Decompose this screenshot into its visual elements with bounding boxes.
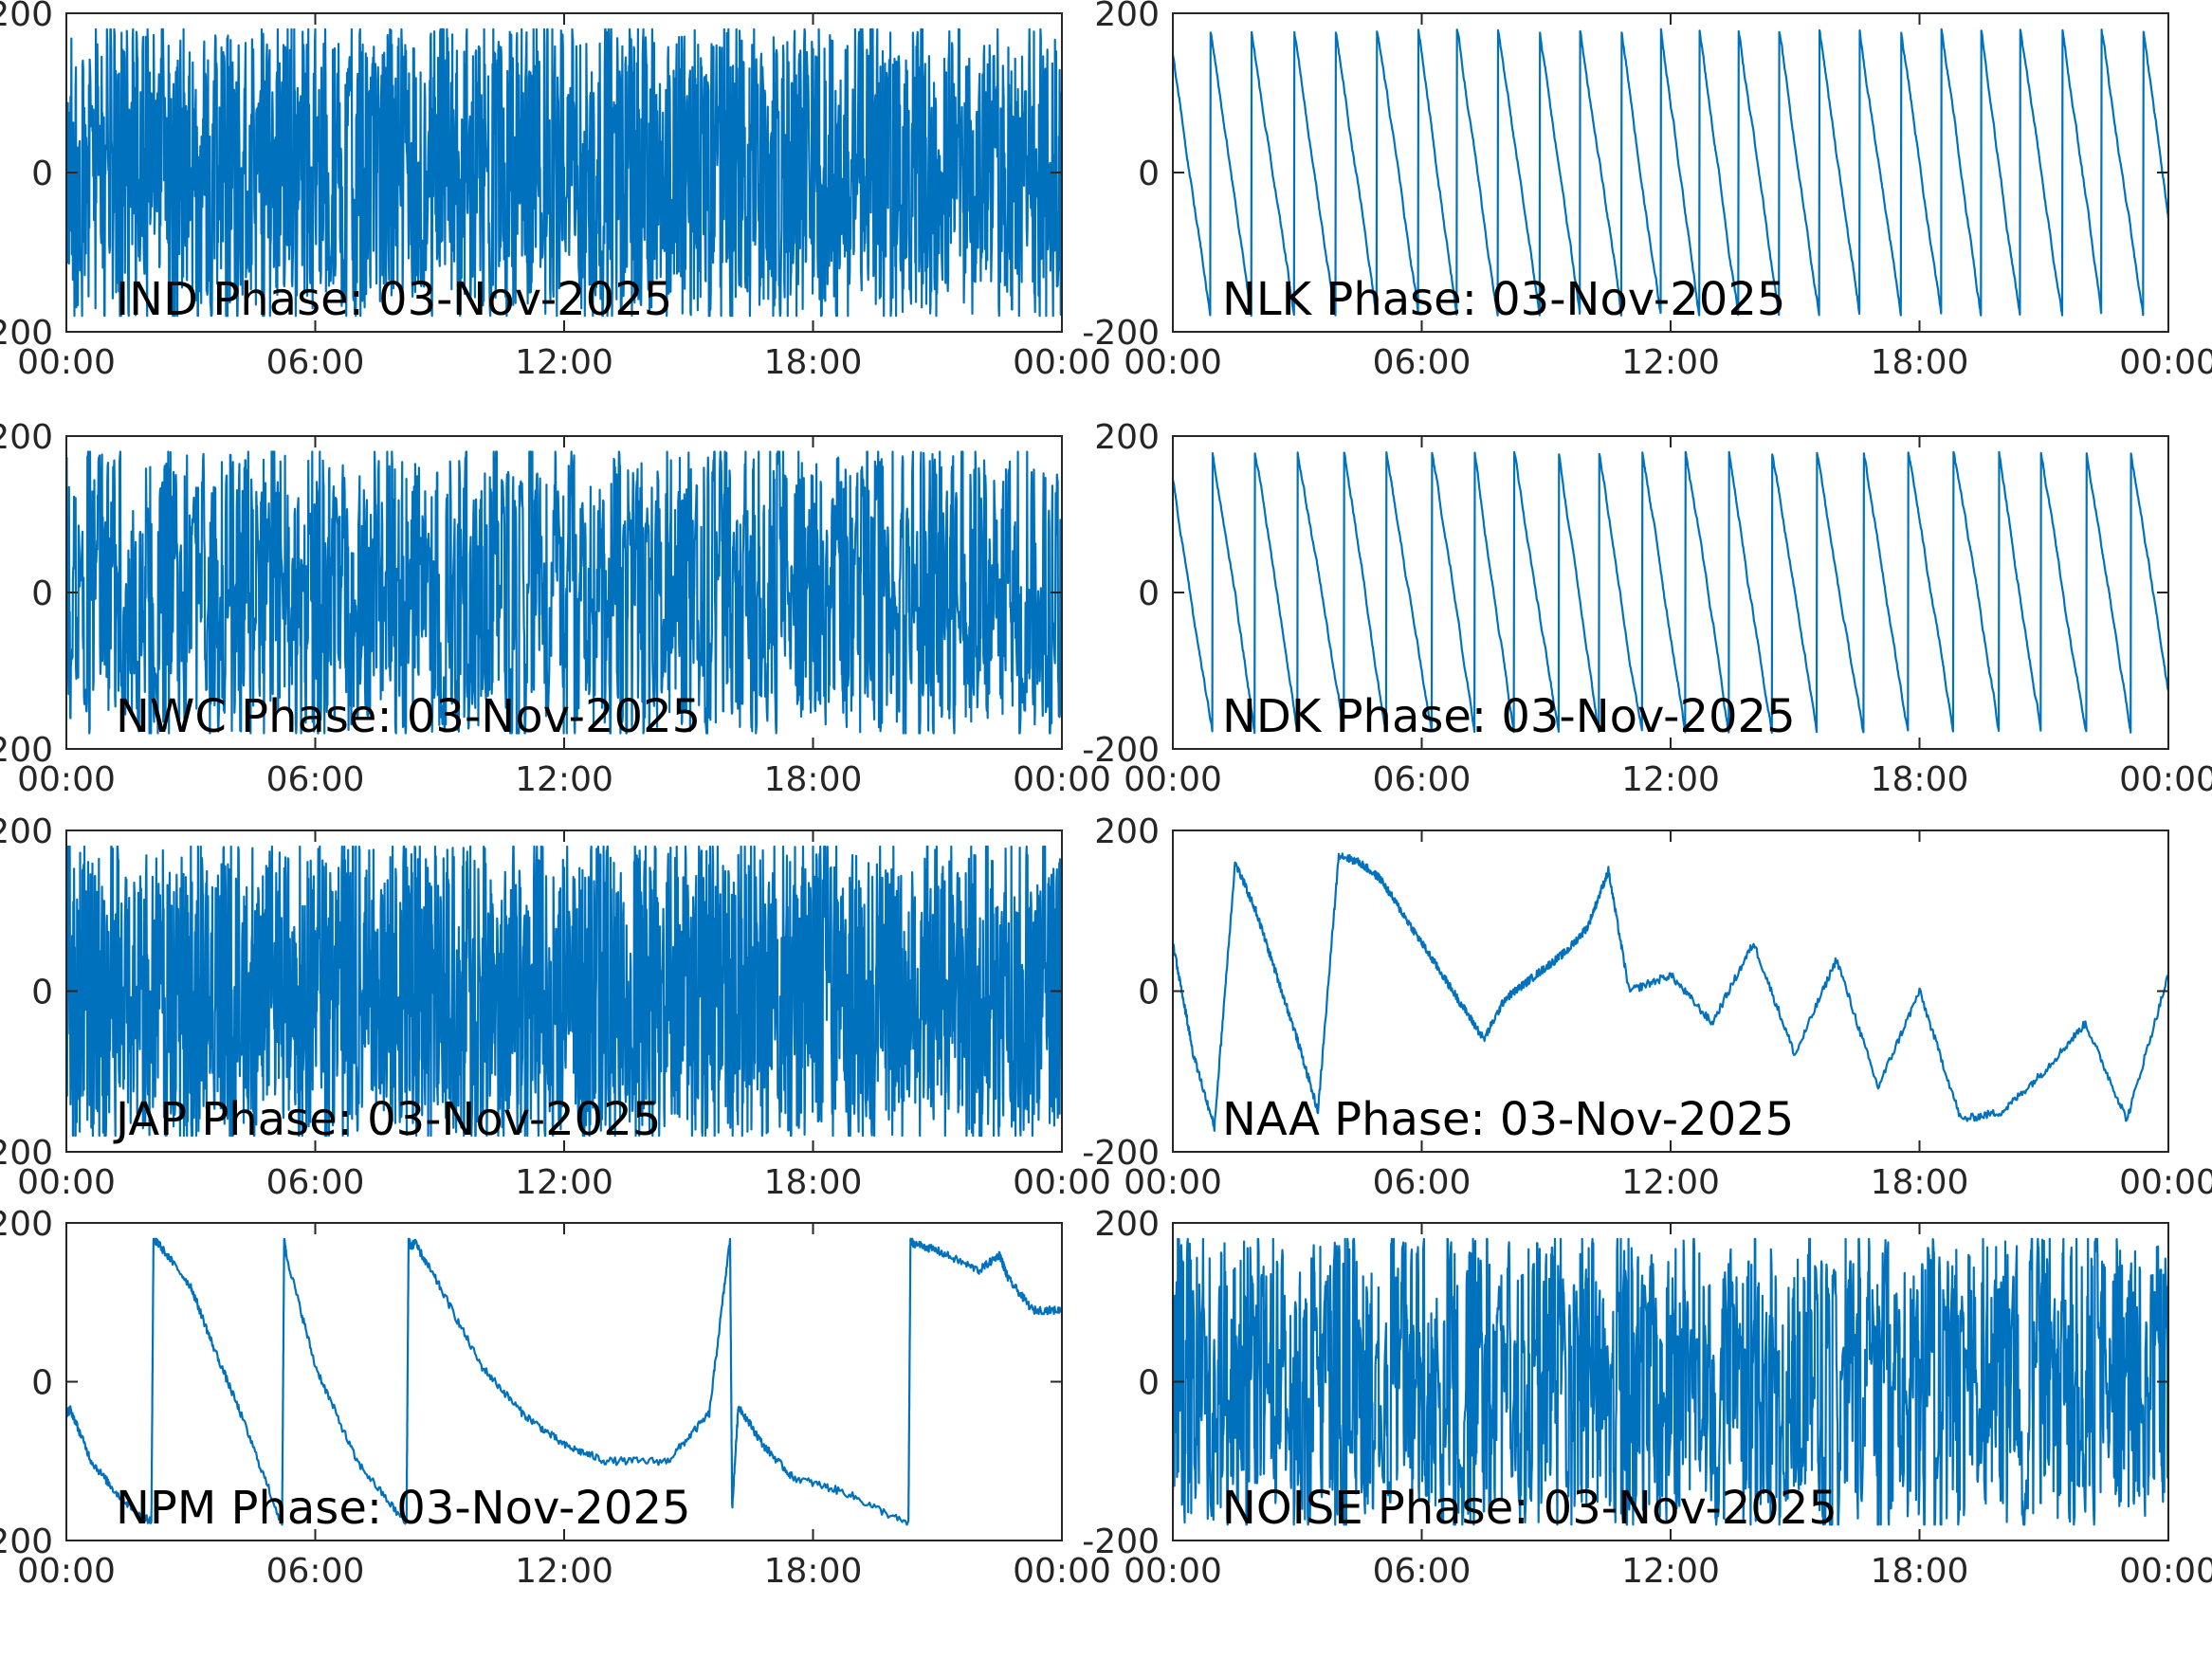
y-tick-label: 0 bbox=[31, 1364, 53, 1403]
x-tick-label: 00:00 bbox=[2119, 343, 2212, 382]
y-tick-label: 0 bbox=[31, 974, 53, 1012]
panel-title: JAP Phase: 03-Nov-2025 bbox=[113, 1093, 661, 1146]
x-tick-label: 12:00 bbox=[515, 760, 613, 799]
x-tick-label: 00:00 bbox=[17, 1163, 116, 1202]
y-tick-label: -200 bbox=[1082, 1522, 1160, 1561]
x-tick-label: 06:00 bbox=[266, 760, 365, 799]
y-tick-label: 200 bbox=[1094, 418, 1160, 457]
x-tick-label: 12:00 bbox=[1621, 343, 1720, 382]
x-tick-label: 12:00 bbox=[1621, 1163, 1720, 1202]
series-line-0 bbox=[66, 27, 1062, 318]
y-tick-label: 0 bbox=[1138, 574, 1160, 613]
x-tick-label: 18:00 bbox=[1871, 1163, 1969, 1202]
y-tick-label: 0 bbox=[31, 574, 53, 613]
x-tick-label: 00:00 bbox=[1013, 760, 1111, 799]
x-tick-label: 00:00 bbox=[2119, 760, 2212, 799]
series-line-3 bbox=[1173, 450, 2168, 735]
x-tick-label: 18:00 bbox=[1871, 343, 1969, 382]
y-tick-label: 0 bbox=[1138, 155, 1160, 193]
x-tick-label: 00:00 bbox=[17, 760, 116, 799]
y-tick-label: 0 bbox=[31, 155, 53, 193]
x-tick-label: 12:00 bbox=[515, 343, 613, 382]
x-tick-label: 06:00 bbox=[1373, 760, 1472, 799]
panel-title: IND Phase: 03-Nov-2025 bbox=[116, 273, 672, 326]
series-line-2 bbox=[66, 450, 1062, 735]
panel-title: NPM Phase: 03-Nov-2025 bbox=[116, 1482, 691, 1535]
x-tick-label: 00:00 bbox=[1013, 1163, 1111, 1202]
x-tick-label: 18:00 bbox=[764, 1552, 863, 1591]
x-tick-label: 18:00 bbox=[764, 1163, 863, 1202]
x-tick-label: 00:00 bbox=[1124, 1552, 1222, 1591]
series-line-6 bbox=[66, 1237, 1062, 1526]
panel-title: NOISE Phase: 03-Nov-2025 bbox=[1222, 1482, 1837, 1535]
x-tick-label: 06:00 bbox=[266, 1163, 365, 1202]
y-tick-label: -200 bbox=[1082, 731, 1160, 770]
y-tick-label: 200 bbox=[1094, 1205, 1160, 1244]
y-tick-label: 200 bbox=[0, 0, 53, 34]
x-tick-label: 00:00 bbox=[1124, 760, 1222, 799]
panel-title: NWC Phase: 03-Nov-2025 bbox=[116, 690, 701, 743]
panel-title: NAA Phase: 03-Nov-2025 bbox=[1222, 1093, 1794, 1146]
x-tick-label: 00:00 bbox=[2119, 1163, 2212, 1202]
x-tick-label: 00:00 bbox=[1124, 343, 1222, 382]
x-tick-label: 00:00 bbox=[2119, 1552, 2212, 1591]
y-tick-label: -200 bbox=[0, 1134, 53, 1173]
y-tick-label: 200 bbox=[0, 812, 53, 851]
y-tick-label: -200 bbox=[1082, 314, 1160, 353]
x-tick-label: 00:00 bbox=[17, 1552, 116, 1591]
x-tick-label: 06:00 bbox=[1373, 1163, 1472, 1202]
x-tick-label: 06:00 bbox=[266, 343, 365, 382]
y-tick-label: -200 bbox=[0, 1522, 53, 1561]
x-tick-label: 18:00 bbox=[1871, 1552, 1969, 1591]
x-tick-label: 12:00 bbox=[515, 1163, 613, 1202]
x-tick-label: 06:00 bbox=[1373, 1552, 1472, 1591]
y-tick-label: 200 bbox=[0, 1205, 53, 1244]
series-line-5 bbox=[1173, 852, 2168, 1132]
series-line-7 bbox=[1173, 1237, 2168, 1526]
x-tick-label: 18:00 bbox=[764, 343, 863, 382]
y-tick-label: 0 bbox=[1138, 974, 1160, 1012]
x-tick-label: 12:00 bbox=[1621, 760, 1720, 799]
x-tick-label: 12:00 bbox=[1621, 1552, 1720, 1591]
y-tick-label: -200 bbox=[0, 731, 53, 770]
y-tick-label: 0 bbox=[1138, 1364, 1160, 1403]
panel-title: NDK Phase: 03-Nov-2025 bbox=[1222, 690, 1796, 743]
x-tick-label: 18:00 bbox=[1871, 760, 1969, 799]
x-tick-label: 12:00 bbox=[515, 1552, 613, 1591]
series-line-1 bbox=[1173, 27, 2168, 318]
x-tick-label: 00:00 bbox=[1124, 1163, 1222, 1202]
series-line-4 bbox=[66, 845, 1062, 1138]
y-tick-label: 200 bbox=[1094, 0, 1160, 34]
x-tick-label: 18:00 bbox=[764, 760, 863, 799]
x-tick-label: 00:00 bbox=[1013, 1552, 1111, 1591]
y-tick-label: -200 bbox=[0, 314, 53, 353]
x-tick-label: 00:00 bbox=[1013, 343, 1111, 382]
x-tick-label: 00:00 bbox=[17, 343, 116, 382]
x-tick-label: 06:00 bbox=[266, 1552, 365, 1591]
y-tick-label: -200 bbox=[1082, 1134, 1160, 1173]
y-tick-label: 200 bbox=[0, 418, 53, 457]
x-tick-label: 06:00 bbox=[1373, 343, 1472, 382]
y-tick-label: 200 bbox=[1094, 812, 1160, 851]
panel-title: NLK Phase: 03-Nov-2025 bbox=[1222, 273, 1785, 326]
